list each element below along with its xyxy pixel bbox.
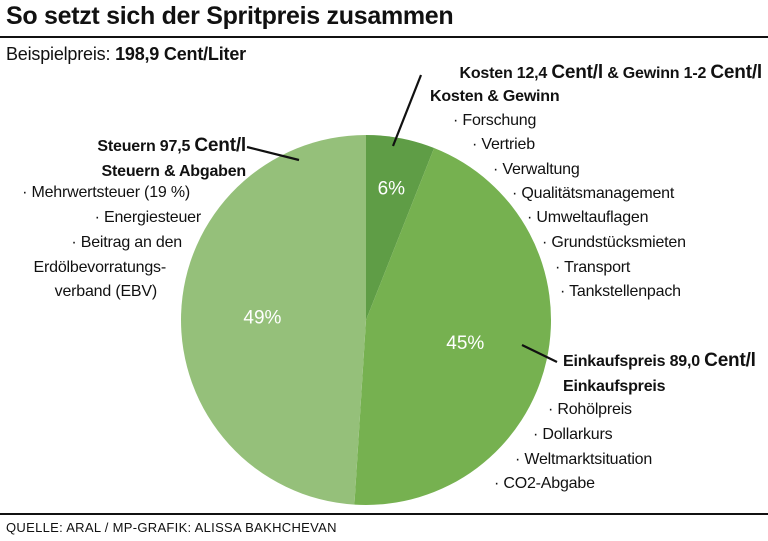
leader-line-einkauf bbox=[521, 344, 558, 363]
leader-line-kosten bbox=[391, 74, 423, 147]
leader-line-steuern bbox=[246, 145, 300, 162]
annotation-steuern-item: · Mehrwertsteuer (19 %) bbox=[22, 184, 190, 201]
annotation-kosten-item: · Umweltauflagen bbox=[527, 209, 649, 226]
annotation-einkauf-item: · Dollarkurs bbox=[533, 426, 613, 443]
annotation-kosten-item: · Grundstücksmieten bbox=[542, 234, 686, 251]
pie-label-steuern: 49% bbox=[243, 308, 281, 329]
pie-label-kosten: 6% bbox=[378, 178, 406, 199]
annotation-steuern-item: · Beitrag an den bbox=[71, 234, 182, 251]
annotation-kosten: Kosten 12,4 Cent/l & Gewinn 1-2 Cent/l bbox=[460, 61, 763, 87]
pie-label-einkauf: 45% bbox=[446, 333, 484, 354]
annotation-kosten-item: · Tankstellenpach bbox=[560, 283, 681, 300]
annotation-kosten-item: · Transport bbox=[555, 259, 631, 276]
annotation-steuern-item: verband (EBV) bbox=[54, 283, 158, 300]
annotation-kosten-heading: Kosten 12,4 Cent/l & Gewinn 1-2 Cent/l bbox=[459, 62, 763, 83]
annotation-kosten-item: · Forschung bbox=[453, 112, 537, 129]
annotation-einkauf-item: · CO2-Abgabe bbox=[494, 475, 595, 492]
annotation-einkauf-item: · Weltmarktsituation bbox=[515, 451, 653, 468]
annotation-kosten-item: · Verwaltung bbox=[493, 161, 580, 178]
annotation-steuern-heading: Steuern 97,5 Cent/l bbox=[97, 135, 246, 156]
annotation-kosten-subheading: Kosten & Gewinn bbox=[430, 88, 560, 105]
annotation-steuern-subheading: Steuern & Abgaben bbox=[101, 162, 247, 180]
source-credit: QUELLE: ARAL / MP-GRAFIK: ALISSA BAKHCHE… bbox=[6, 520, 337, 535]
chart-title: So setzt sich der Spritpreis zusammen bbox=[6, 2, 454, 30]
annotation-einkauf: Einkaufspreis 89,0 Cent/l Einkaufspreis bbox=[563, 349, 756, 399]
annotation-steuern-item: · Energiesteuer bbox=[94, 209, 202, 226]
title-divider bbox=[0, 36, 768, 38]
annotation-einkauf-subheading: Einkaufspreis bbox=[563, 377, 666, 395]
annotation-einkauf-item: · Rohölpreis bbox=[548, 401, 632, 418]
pie-slice-steuern bbox=[181, 135, 366, 505]
pie-slice-kosten bbox=[366, 135, 435, 320]
subtitle: Beispielpreis: 198,9 Cent/Liter bbox=[6, 44, 246, 65]
subtitle-value: 198,9 Cent/Liter bbox=[115, 44, 246, 64]
footer-divider bbox=[0, 513, 768, 515]
annotation-kosten-item: · Vertrieb bbox=[472, 136, 535, 153]
annotation-kosten-item: · Qualitätsmanagement bbox=[512, 185, 675, 202]
annotation-steuern-item: Erdölbevorratungs- bbox=[33, 259, 167, 276]
annotation-einkauf-heading: Einkaufspreis 89,0 Cent/l bbox=[563, 350, 756, 371]
subtitle-label: Beispielpreis: bbox=[6, 44, 111, 64]
annotation-steuern: Steuern 97,5 Cent/l Steuern & Abgaben bbox=[97, 134, 246, 184]
pie-slice-einkauf bbox=[354, 147, 552, 506]
